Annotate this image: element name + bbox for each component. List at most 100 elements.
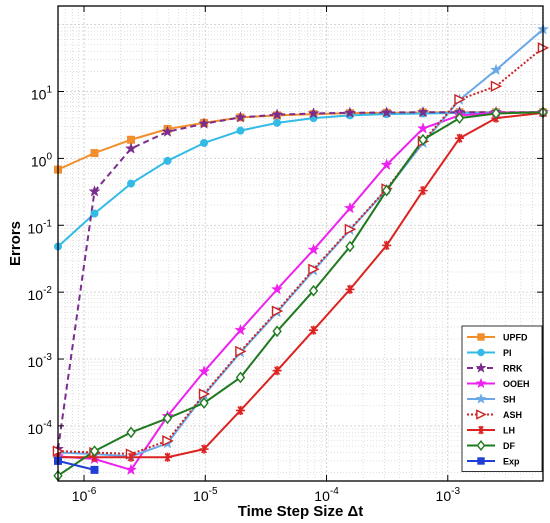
legend-label-ooeh: OOEH — [503, 379, 530, 389]
series-line-lh — [58, 111, 544, 459]
data-point-pi — [273, 118, 282, 127]
data-point-rrk — [198, 117, 211, 129]
data-point-ooeh — [271, 283, 284, 295]
data-point-ash — [308, 263, 320, 275]
data-point-ooeh — [234, 323, 247, 336]
data-point-df — [491, 107, 501, 120]
data-point-ooeh — [380, 158, 393, 171]
data-point-lh — [345, 284, 355, 294]
x-tick-label: 10-3 — [436, 486, 461, 504]
legend-label-lh: LH — [503, 426, 515, 436]
legend-marker-ash — [476, 409, 487, 420]
data-point-sh — [489, 63, 503, 76]
x-tick-label: 10-6 — [72, 486, 97, 504]
legend: UPFD PI RRK OOEH SH ASH LH DF Exp — [461, 325, 543, 472]
data-point-df — [235, 371, 246, 384]
data-point-pi — [90, 209, 99, 218]
data-point-lh — [235, 405, 245, 416]
y-tick-label: 10-3 — [28, 352, 53, 370]
legend-marker-exp — [477, 457, 485, 465]
legend-marker-rrk — [475, 362, 487, 373]
series-line-ash — [57, 47, 544, 455]
data-point-exp — [90, 465, 99, 474]
data-point-ash — [271, 305, 284, 317]
data-point-rrk — [343, 106, 356, 118]
data-point-lh — [199, 444, 209, 454]
data-point-rrk — [161, 125, 174, 137]
data-point-ooeh — [307, 243, 320, 255]
legend-label-rrk: RRK — [503, 364, 523, 374]
data-point-rrk — [271, 108, 284, 120]
data-point-df — [162, 412, 173, 425]
data-point-ooeh — [124, 463, 138, 476]
y-axis-ticks: 10-4 10-3 10-2 10-1 100 101 — [28, 85, 543, 437]
data-point-df — [418, 133, 428, 146]
data-point-upfd — [126, 135, 135, 144]
legend-label-exp: Exp — [503, 457, 520, 467]
series-line-rrk — [57, 111, 543, 450]
series-line-df — [57, 111, 544, 477]
x-tick-label: 10-5 — [193, 486, 218, 504]
legend-label-upfd: UPFD — [503, 333, 528, 343]
data-point-lh — [308, 325, 319, 335]
data-point-ash — [454, 93, 466, 106]
data-point-df — [454, 112, 465, 124]
legend-marker-upfd — [477, 333, 485, 341]
data-point-rrk — [124, 142, 138, 154]
data-point-pi — [236, 126, 245, 135]
legend-marker-ooeh — [475, 377, 487, 389]
data-point-df — [272, 325, 282, 338]
y-tick-label: 100 — [31, 151, 53, 169]
legend-label-sh: SH — [503, 395, 516, 405]
data-point-df — [345, 240, 355, 253]
x-axis-label: Time Step Size Δt — [238, 503, 364, 520]
y-tick-label: 10-1 — [28, 218, 53, 236]
data-point-lh — [454, 133, 465, 143]
data-point-ash — [198, 388, 211, 400]
data-point-rrk — [88, 185, 101, 197]
data-point-lh — [162, 452, 173, 462]
series-line-ooeh — [57, 111, 544, 471]
data-point-ash — [162, 435, 174, 447]
data-point-ash — [344, 223, 357, 235]
data-point-ash — [235, 345, 247, 358]
data-point-pi — [126, 179, 135, 188]
data-point-df — [381, 184, 392, 197]
y-tick-label: 10-2 — [28, 285, 53, 303]
data-point-lh — [126, 452, 136, 462]
data-point-rrk — [234, 111, 247, 123]
y-axis-label: Errors — [7, 221, 24, 266]
data-point-df — [89, 445, 100, 457]
data-point-lh — [272, 366, 282, 376]
data-point-rrk — [416, 105, 430, 118]
legend-marker-df — [476, 440, 486, 451]
legend-label-pi: PI — [503, 348, 512, 358]
series-line-exp — [57, 459, 95, 471]
data-point-ooeh — [198, 365, 211, 377]
data-point-df — [308, 284, 319, 297]
data-point-rrk — [307, 107, 320, 119]
data-point-ooeh — [416, 122, 430, 134]
legend-label-df: DF — [503, 441, 515, 451]
legend-marker-lh — [476, 425, 486, 435]
data-point-df — [126, 426, 136, 439]
data-point-ooeh — [343, 201, 356, 214]
plot-frame — [57, 5, 544, 482]
x-axis-ticks: 10-6 10-5 10-4 10-3 — [72, 6, 461, 504]
y-tick-label: 101 — [31, 85, 53, 103]
legend-label-ash: ASH — [503, 410, 522, 420]
y-tick-label: 10-4 — [28, 419, 53, 437]
x-tick-label: 10-4 — [314, 486, 339, 504]
data-point-ash — [490, 80, 503, 92]
data-point-pi — [163, 156, 172, 165]
legend-marker-sh — [475, 393, 487, 404]
series-lines — [57, 28, 544, 477]
data-point-lh — [418, 186, 428, 196]
data-point-upfd — [90, 149, 99, 158]
data-point-pi — [200, 138, 209, 147]
data-point-lh — [382, 240, 392, 250]
data-point-df — [199, 397, 209, 409]
legend-marker-pi — [477, 348, 485, 357]
data-point-rrk — [380, 106, 393, 118]
